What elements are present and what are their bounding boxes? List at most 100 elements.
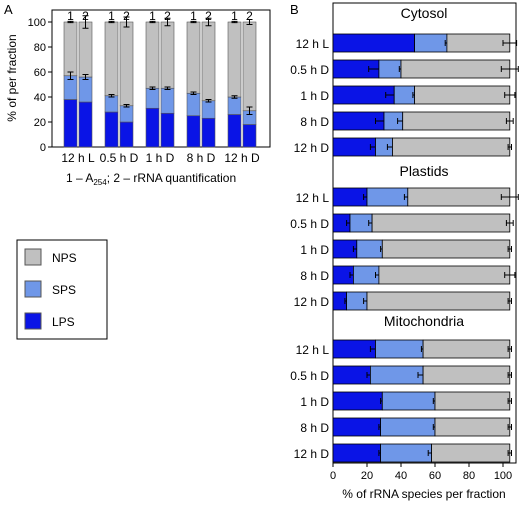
y-tick-label: 40: [34, 92, 46, 104]
y-tick-label: 0.5 h D: [290, 63, 329, 77]
bar-nps: [402, 111, 511, 131]
bar-sps: [381, 391, 436, 411]
bar-lps: [63, 99, 78, 148]
bar-nps: [63, 21, 78, 77]
bar-number-label: 2: [164, 9, 171, 23]
y-tick-label: 100: [28, 17, 46, 29]
y-tick-label: 8 h D: [300, 269, 329, 283]
legend-swatch-nps: [24, 248, 42, 266]
bar-nps: [201, 21, 216, 102]
bar-lps: [78, 101, 93, 148]
x-tick-label: 60: [429, 470, 441, 482]
bar-lps: [332, 137, 376, 157]
bar-nps: [145, 21, 160, 89]
y-tick-label: 12 h L: [296, 343, 330, 357]
x-tick-label: 8 h D: [187, 151, 216, 165]
bar-sps: [369, 365, 424, 385]
bar-nps: [434, 391, 511, 411]
panel-a-y-axis-label: % of per fraction: [5, 34, 19, 121]
bar-nps: [371, 213, 511, 233]
legend: NPS SPS LPS: [16, 239, 108, 340]
bar-sps: [375, 339, 424, 359]
bar-nps: [160, 21, 175, 89]
x-tick-label: 1 h D: [146, 151, 175, 165]
bar-lps: [332, 391, 383, 411]
bar-number-label: 1: [67, 9, 74, 23]
bar-sps: [227, 96, 242, 115]
y-tick-label: 12 h D: [294, 295, 330, 309]
footnote-suffix: ; 2 – rRNA quantification: [107, 171, 236, 185]
group-title: Cytosol: [401, 5, 448, 21]
bar-nps: [414, 85, 511, 105]
bar-sps: [414, 33, 448, 53]
bar-sps: [78, 76, 93, 103]
bar-nps: [104, 21, 119, 97]
panel-a-footnote: 1 – A254; 2 – rRNA quantification: [66, 171, 236, 187]
bar-lps: [201, 117, 216, 148]
footnote-prefix: 1 – A: [66, 171, 93, 185]
bar-nps: [366, 291, 511, 311]
legend-label-sps: SPS: [52, 283, 76, 297]
bar-nps: [422, 365, 511, 385]
bar-sps: [186, 92, 201, 117]
y-tick-label: 20: [34, 117, 46, 129]
bar-sps: [366, 187, 409, 207]
bar-sps: [119, 105, 134, 123]
panel-b-x-ticks: 0 20 40 60 80 100: [330, 463, 512, 482]
bar-sps: [201, 100, 216, 119]
group-title: Plastids: [399, 163, 448, 179]
panel-b-plot-frame: [332, 2, 517, 464]
bar-nps: [434, 417, 511, 437]
bar-sps: [356, 239, 383, 259]
y-tick-label: 60: [34, 67, 46, 79]
bar-nps: [381, 239, 511, 259]
bar-number-label: 1: [149, 9, 156, 23]
x-tick-label: 40: [395, 470, 407, 482]
bar-lps: [332, 417, 381, 437]
bar-lps: [332, 85, 395, 105]
panel-a-y-ticks: 0 20 40 60 80 100: [28, 17, 52, 154]
bar-lps: [160, 112, 175, 148]
y-tick-label: 12 h L: [296, 191, 330, 205]
y-tick-label: 0.5 h D: [290, 217, 329, 231]
bar-sps: [380, 417, 436, 437]
bar-nps: [422, 339, 511, 359]
y-tick-label: 1 h D: [300, 89, 329, 103]
bar-nps: [242, 21, 257, 112]
y-tick-label: 12 h D: [294, 141, 330, 155]
bar-number-label: 2: [123, 9, 130, 23]
x-tick-label: 100: [494, 470, 512, 482]
y-tick-label: 8 h D: [300, 421, 329, 435]
bar-nps: [378, 265, 511, 285]
bar-sps: [380, 443, 433, 463]
bar-sps: [160, 87, 175, 114]
group-title: Mitochondria: [384, 313, 464, 329]
footnote-subscript: 254: [93, 178, 107, 187]
bar-nps: [227, 21, 242, 98]
bar-number-label: 1: [108, 9, 115, 23]
bar-sps: [393, 85, 416, 105]
y-tick-label: 0: [40, 142, 46, 154]
bar-lps: [332, 187, 368, 207]
bar-nps: [407, 187, 511, 207]
panel-b-label: B: [290, 2, 299, 17]
bar-lps: [332, 33, 415, 53]
bar-lps: [119, 121, 134, 148]
bar-lps: [242, 124, 257, 148]
bar-sps: [145, 87, 160, 109]
panel-b: B 0 20 40 60 80 100 Cytosol 12 h L 0.5 h D 1 h D…: [290, 2, 519, 501]
bar-number-label: 2: [246, 9, 253, 23]
bar-number-label: 2: [82, 9, 89, 23]
y-tick-label: 12 h L: [296, 37, 330, 51]
bar-nps: [186, 21, 201, 94]
y-tick-label: 0.5 h D: [290, 369, 329, 383]
bar-nps: [446, 33, 511, 53]
bar-lps: [145, 107, 160, 148]
panel-a-label: A: [4, 2, 13, 17]
y-tick-label: 8 h D: [300, 115, 329, 129]
bar-lps: [332, 339, 376, 359]
x-tick-label: 12 h L: [61, 151, 95, 165]
y-tick-label: 1 h D: [300, 243, 329, 257]
